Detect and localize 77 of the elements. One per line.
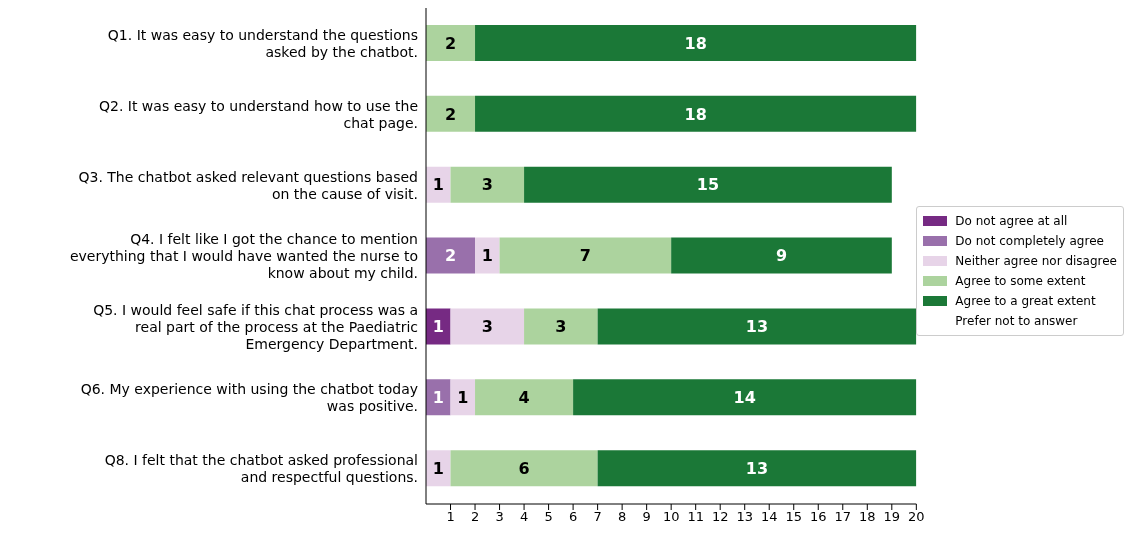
x-tick-label: 14: [760, 509, 778, 525]
data-label: 14: [733, 387, 756, 407]
x-tick-label: 13: [736, 509, 753, 525]
bar: [426, 308, 451, 345]
y-tick-label: Q4. I felt like I got the chance to mention everything that I would have wanted the nurse to know about my child.: [69, 231, 418, 281]
bar: [426, 237, 476, 274]
data-label: 6: [518, 458, 530, 478]
data-label: 18: [684, 33, 707, 53]
y-tick-label: Q6. My experience with using the chatbot today was positive.: [80, 381, 418, 415]
data-label: 15: [696, 175, 720, 195]
data-label: 1: [432, 458, 444, 478]
data-label: 13: [745, 317, 769, 337]
data-label: 3: [481, 175, 493, 195]
bar: [475, 25, 917, 61]
bar: [499, 237, 672, 274]
bar: [450, 379, 476, 416]
data-label: 2: [444, 104, 457, 124]
x-tick-label: 1: [446, 509, 455, 525]
legend-label: Neither agree nor disagree: [955, 254, 1117, 268]
data-label: 3: [481, 317, 493, 337]
x-tick-label: 18: [859, 509, 876, 525]
y-tick-label: Q5. I would feel safe if this chat process was a real part of the process at the Paediatric Emergency Department.: [93, 301, 418, 352]
data-label: 18: [684, 104, 707, 124]
x-tick-label: 6: [568, 509, 578, 525]
x-tick-label: 4: [519, 509, 529, 525]
bar: [597, 450, 917, 487]
legend-label: Agree to a great extent: [955, 294, 1096, 308]
x-tick-label: 12: [711, 509, 729, 525]
y-tick-label: Q8. I felt that the chatbot asked professional and respectful questions.: [104, 452, 418, 486]
x-tick-label: 19: [883, 509, 901, 525]
bar: [426, 25, 476, 61]
x-tick-label: 7: [593, 509, 602, 525]
data-label: 2: [444, 33, 457, 53]
legend-label: Do not completely agree: [955, 234, 1104, 248]
bar: [475, 379, 574, 416]
x-tick-label: 3: [495, 509, 504, 525]
x-tick-label: 15: [785, 509, 803, 525]
x-tick-label: 16: [809, 509, 827, 525]
bar: [426, 166, 451, 203]
y-tick-label: Q1. It was easy to understand the questions asked by the chatbot.: [107, 26, 418, 60]
bar: [597, 308, 917, 345]
y-tick-label: Q3. The chatbot asked relevant questions based on the cause of visit.: [78, 168, 418, 202]
legend-label: Do not agree at all: [955, 214, 1068, 228]
y-tick-label: Q2. It was easy to understand how to use the chat page.: [98, 97, 418, 131]
data-label: 1: [432, 175, 444, 195]
bar: [475, 237, 500, 274]
x-tick-label: 20: [908, 509, 925, 525]
data-label: 1: [457, 387, 469, 407]
data-label: 1: [432, 387, 444, 407]
bar: [426, 450, 451, 487]
bar: [450, 450, 598, 487]
data-label: 4: [518, 387, 530, 407]
data-label: 1: [481, 246, 493, 266]
bar: [524, 166, 892, 203]
x-tick-label: 11: [687, 509, 704, 525]
bar: [426, 379, 451, 416]
bar: [573, 379, 917, 416]
bar: [426, 95, 476, 132]
bar: [475, 95, 917, 132]
x-tick-label: 17: [834, 509, 852, 525]
bar: [450, 308, 525, 345]
bar: [524, 308, 598, 345]
data-label: 13: [745, 458, 769, 478]
data-label: 7: [579, 246, 591, 266]
x-tick-label: 8: [617, 509, 627, 525]
bar: [671, 237, 892, 274]
data-label: 2: [444, 246, 457, 266]
data-label: 1: [432, 317, 444, 337]
x-tick-label: 9: [642, 509, 651, 525]
data-label: 3: [555, 317, 567, 337]
legend-label: Agree to some extent: [955, 274, 1086, 288]
x-tick-label: 10: [662, 509, 680, 525]
x-tick-label: 2: [470, 509, 480, 525]
x-tick-label: 5: [544, 509, 553, 525]
bar: [450, 166, 525, 203]
text: Prefer not to answer: [955, 314, 1078, 328]
data-label: 9: [775, 246, 788, 266]
